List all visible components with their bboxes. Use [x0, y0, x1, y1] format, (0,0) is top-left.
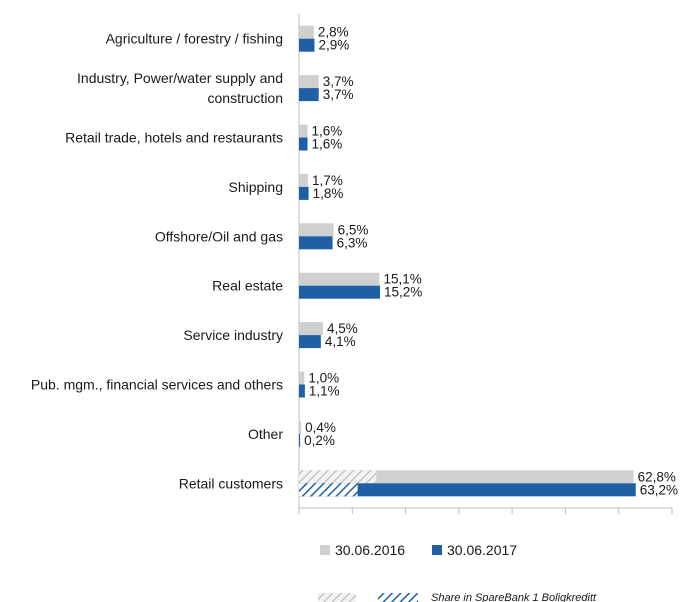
legend-label: 30.06.2017 — [447, 542, 517, 558]
data-label: 1,8% — [313, 186, 344, 201]
category-label: Agriculture / forestry / fishing — [106, 31, 283, 47]
x-axis — [298, 14, 673, 514]
bar-share-sparebank — [299, 483, 358, 497]
data-label: 4,1% — [325, 334, 356, 349]
data-label: 62,8% — [638, 469, 676, 484]
data-label: 15,2% — [384, 285, 422, 300]
bar-2016 — [299, 124, 308, 138]
bar-2017 — [299, 38, 315, 52]
bars — [299, 25, 636, 497]
data-label: 2,9% — [318, 38, 349, 53]
bar-2017 — [299, 137, 308, 151]
bar-2016 — [299, 371, 305, 385]
bar-2017 — [299, 433, 301, 447]
data-label: 3,7% — [323, 74, 354, 89]
category-label: Offshore/Oil and gas — [155, 228, 283, 244]
data-label: 1,0% — [308, 371, 339, 386]
bar-2016 — [299, 223, 334, 237]
legend-label-share: Share in SpareBank 1 Boligkreditt — [431, 592, 597, 602]
data-label: 6,3% — [337, 235, 368, 250]
bar-2017 — [299, 88, 319, 102]
bar-2017 — [299, 236, 333, 250]
data-label: 1,6% — [312, 124, 343, 139]
category-label: Pub. mgm., financial services and others — [31, 377, 283, 393]
bar-2017 — [299, 384, 305, 398]
legend-label: 30.06.2016 — [335, 542, 405, 558]
category-label: Other — [248, 426, 283, 442]
data-label: 4,5% — [327, 321, 358, 336]
data-label: 1,1% — [309, 384, 340, 399]
category-label: Retail customers — [179, 475, 283, 491]
data-label: 2,8% — [318, 25, 349, 40]
legend-swatch — [432, 545, 442, 555]
bar-2017 — [299, 483, 636, 497]
bar-share-sparebank — [299, 470, 377, 484]
bar-2016 — [299, 75, 319, 89]
legend-swatch — [320, 545, 330, 555]
category-label: Retail trade, hotels and restaurants — [65, 130, 283, 146]
data-label: 6,5% — [338, 222, 369, 237]
data-label: 1,6% — [312, 137, 343, 152]
data-label: 3,7% — [323, 87, 354, 102]
legend-swatch-share-2017 — [378, 593, 418, 602]
bar-2016 — [299, 25, 314, 39]
data-label: 63,2% — [640, 482, 678, 497]
data-label: 0,2% — [304, 433, 335, 448]
bar-2017 — [299, 335, 321, 349]
bar-2016 — [299, 272, 380, 286]
category-label: construction — [208, 90, 283, 106]
category-labels: Agriculture / forestry / fishing Industry… — [31, 31, 283, 492]
data-label: 0,4% — [305, 420, 336, 435]
data-label: 1,7% — [312, 173, 343, 188]
bar-2016 — [299, 173, 309, 187]
value-labels: 2,8%2,9% 3,7%3,7% 1,6%1,6% 1,7%1,8% 6,5%6,3%… — [304, 25, 678, 498]
bar-2017 — [299, 186, 309, 200]
bar-2016 — [299, 470, 634, 484]
category-label: Real estate — [212, 278, 283, 294]
legend-swatch-share-2016 — [318, 593, 356, 602]
bar-2017 — [299, 285, 380, 299]
data-label: 15,1% — [383, 272, 421, 287]
category-label: Service industry — [183, 327, 283, 343]
legend: 30.06.2016 30.06.2017 Share in SpareBank 1… — [318, 542, 597, 602]
category-label: Industry, Power/water supply and — [77, 70, 283, 86]
bar-2016 — [299, 322, 323, 336]
bar-2016 — [299, 420, 302, 434]
category-label: Shipping — [229, 179, 284, 195]
